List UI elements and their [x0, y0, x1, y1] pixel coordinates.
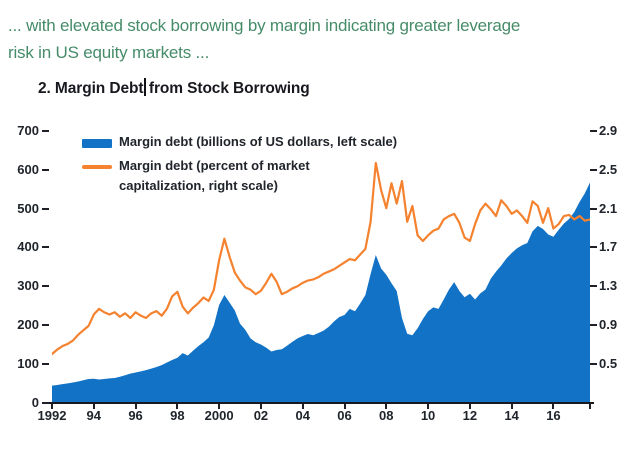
figure-title[interactable]: 2. Margin Debt from Stock Borrowing [38, 78, 310, 98]
legend-label-margin-debt-dollars: Margin debt (billions of US dollars, lef… [119, 134, 398, 149]
x-axis-tick [92, 404, 95, 409]
x-axis-tick [385, 404, 388, 409]
right-axis-tick [590, 130, 597, 132]
x-axis-tick [134, 404, 137, 409]
x-axis-label: 98 [170, 408, 185, 423]
x-axis-tick [51, 404, 53, 409]
x-axis-tick [343, 404, 346, 409]
figure-title-text-before: 2. Margin Debt [38, 80, 144, 97]
left-axis-label: 600 [17, 161, 39, 177]
x-axis-label: 16 [546, 408, 561, 423]
x-axis-tick [218, 404, 221, 409]
text-cursor [144, 78, 146, 96]
x-axis-label: 14 [504, 408, 519, 423]
right-axis-tick [590, 285, 597, 288]
x-axis-tick [589, 404, 591, 409]
left-axis-label: 500 [17, 200, 39, 216]
left-axis-label: 700 [17, 123, 39, 138]
left-axis-label: 100 [17, 355, 39, 371]
figure-caption: ... with elevated stock borrowing by mar… [8, 12, 624, 66]
legend-swatch-area [82, 139, 112, 148]
plot-area [52, 161, 590, 403]
x-axis-label: 06 [337, 408, 352, 423]
figure-title-text-after: from Stock Borrowing [148, 80, 310, 97]
x-axis-label: 02 [253, 408, 269, 423]
x-axis-tick [301, 404, 304, 409]
left-axis-label: 300 [17, 278, 39, 294]
left-axis-tick [42, 401, 49, 404]
right-axis-tick [590, 246, 597, 249]
x-axis-tick [427, 404, 430, 409]
left-axis-tick [42, 168, 49, 171]
right-axis-label: 2.1 [599, 200, 618, 216]
x-axis-label: 94 [86, 408, 102, 423]
x-axis-tick [510, 404, 513, 409]
x-axis-label: 10 [420, 408, 436, 423]
left-axis-label: 200 [17, 316, 39, 332]
left-axis-label: 0 [31, 394, 39, 410]
legend-label-margin-debt-percent-line1: Margin debt (percent of market [119, 158, 310, 173]
right-axis-label: 0.5 [599, 355, 618, 371]
x-axis-tick [468, 404, 471, 409]
right-axis-tick [590, 323, 597, 326]
right-axis-label: 2.5 [599, 161, 618, 177]
left-axis-tick [42, 285, 49, 288]
right-axis-tick [590, 362, 597, 365]
x-axis-label: 08 [379, 408, 394, 423]
x-axis-label: 2000 [204, 408, 234, 423]
left-axis-tick [42, 323, 49, 326]
right-axis-tick [590, 207, 597, 210]
legend-swatch-line [82, 165, 112, 169]
legend-label-margin-debt-percent-line2: capitalization, right scale) [119, 178, 278, 193]
right-axis-label: 0.9 [599, 316, 618, 332]
margin-debt-line-series [52, 161, 590, 356]
figure-caption-line2: risk in US equity markets ... [8, 43, 210, 62]
x-axis-label: 12 [462, 408, 478, 423]
x-axis-tick [259, 404, 262, 409]
left-axis-tick [42, 246, 49, 249]
x-axis-label: 96 [128, 408, 143, 423]
right-axis-label: 1.7 [599, 239, 618, 255]
right-axis-label: 2.9 [599, 123, 618, 138]
left-axis-label: 400 [17, 239, 39, 255]
right-axis-tick [590, 168, 597, 171]
x-axis-label: 1992 [37, 408, 67, 423]
figure-caption-line1: ... with elevated stock borrowing by mar… [8, 16, 521, 35]
left-axis-tick [42, 362, 49, 365]
left-axis-tick [42, 130, 49, 132]
right-axis-label: 1.3 [599, 278, 618, 294]
x-axis-tick [552, 404, 555, 409]
x-axis-label: 04 [295, 408, 310, 423]
x-axis-tick [176, 404, 179, 409]
left-axis-tick [42, 207, 49, 210]
margin-debt-area-series [52, 182, 590, 403]
x-axis-line [48, 402, 594, 404]
